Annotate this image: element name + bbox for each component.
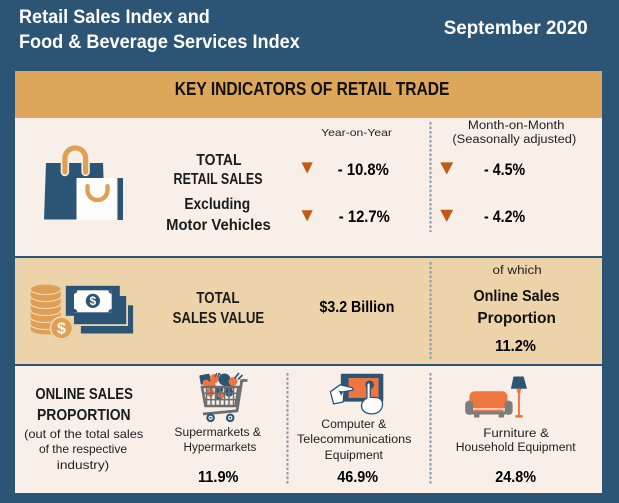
svg-text:$: $ — [57, 321, 66, 338]
svg-text:$: $ — [90, 294, 97, 308]
